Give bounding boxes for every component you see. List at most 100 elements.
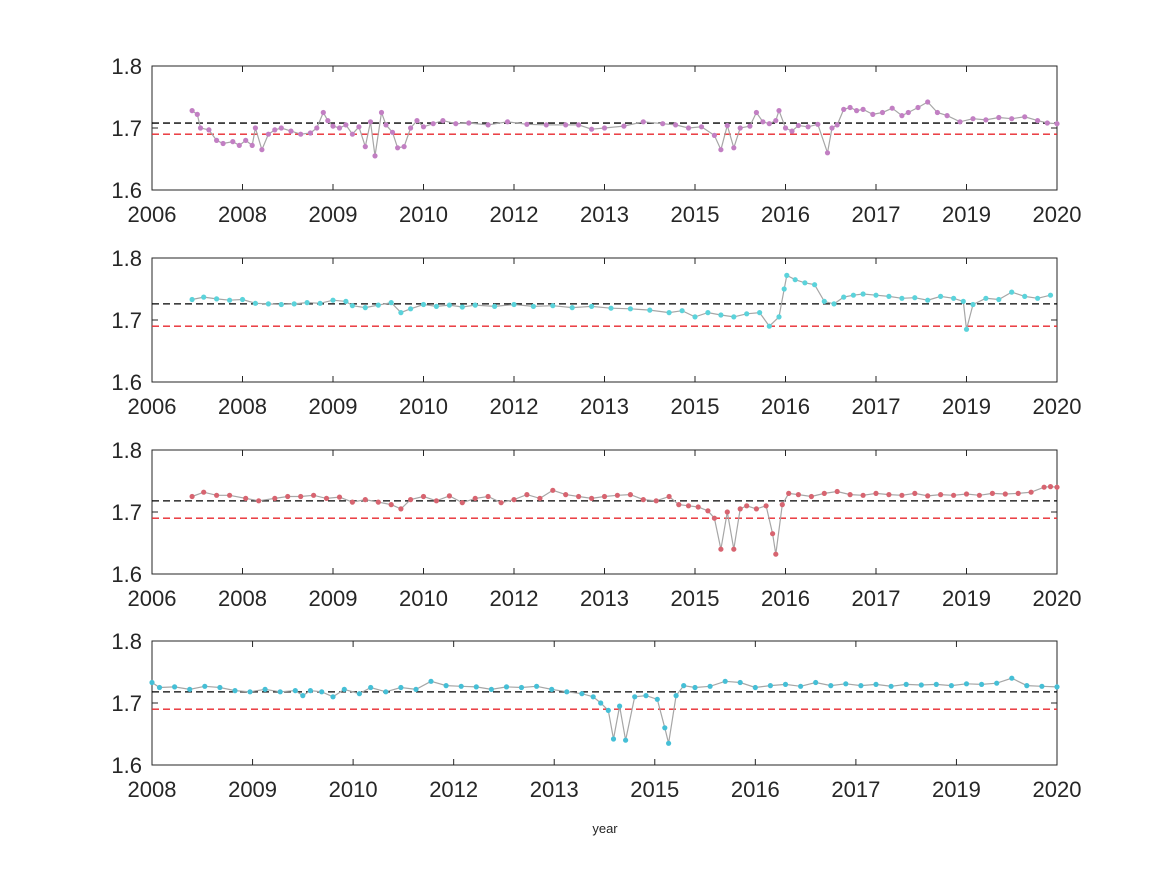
data-point xyxy=(569,305,575,311)
data-point xyxy=(511,497,517,503)
x-tick-label: 2006 xyxy=(128,202,177,227)
data-point xyxy=(829,125,835,131)
data-point xyxy=(1035,118,1041,124)
data-point xyxy=(320,109,326,116)
series-connector-line xyxy=(191,485,1058,555)
data-point xyxy=(640,497,646,503)
data-point xyxy=(579,691,585,697)
data-point xyxy=(834,122,840,128)
data-point xyxy=(731,145,737,151)
x-tick-label: 2016 xyxy=(761,394,810,419)
data-point xyxy=(860,492,866,498)
x-tick-label: 2006 xyxy=(128,394,177,419)
data-point xyxy=(841,106,847,112)
data-point xyxy=(673,693,679,699)
data-point xyxy=(996,296,1002,303)
x-tick-label: 2016 xyxy=(761,202,810,227)
data-point xyxy=(576,493,582,500)
data-point xyxy=(1047,292,1054,298)
data-point xyxy=(934,109,941,116)
data-point xyxy=(549,686,555,693)
data-point xyxy=(705,508,711,514)
data-point xyxy=(692,314,698,320)
x-tick-label: 2006 xyxy=(128,586,177,611)
data-point xyxy=(466,120,472,126)
data-point xyxy=(172,684,178,690)
data-point xyxy=(660,121,666,127)
data-point xyxy=(1044,120,1050,126)
data-point xyxy=(398,684,404,691)
data-point xyxy=(230,139,236,145)
data-point xyxy=(994,680,1000,686)
x-tick-label: 2013 xyxy=(580,202,629,227)
data-point xyxy=(918,682,924,688)
data-point xyxy=(737,125,743,131)
data-point xyxy=(413,686,419,693)
axes-box xyxy=(151,257,1058,383)
data-point xyxy=(963,681,970,687)
x-tick-label: 2012 xyxy=(429,777,478,802)
data-point xyxy=(149,679,155,686)
data-point xyxy=(243,137,249,143)
data-point xyxy=(300,693,306,699)
data-point xyxy=(776,108,782,114)
data-point xyxy=(744,503,750,509)
data-point xyxy=(232,688,238,694)
data-point xyxy=(388,502,394,508)
data-point xyxy=(187,686,193,693)
data-point xyxy=(498,500,504,506)
data-point xyxy=(798,683,804,689)
data-point xyxy=(563,492,569,498)
axes-box xyxy=(151,449,1058,575)
data-point xyxy=(711,132,718,138)
data-point xyxy=(676,502,682,508)
x-tick-label: 2019 xyxy=(942,202,991,227)
y-tick-label: 1.7 xyxy=(111,308,142,333)
data-point xyxy=(766,323,772,329)
data-point xyxy=(912,490,918,496)
data-point xyxy=(731,314,737,320)
data-point xyxy=(534,683,540,689)
data-point xyxy=(550,303,556,309)
subplots: 2006 2008 2009 2010 2012 2013 2015 2016 2017 2019… xyxy=(111,54,1081,802)
data-point xyxy=(1002,491,1008,497)
data-point xyxy=(627,306,634,312)
data-point xyxy=(623,737,629,743)
data-point xyxy=(325,118,331,124)
x-tick-label: 2017 xyxy=(852,202,901,227)
data-point xyxy=(925,297,931,303)
data-point xyxy=(311,492,317,498)
data-point xyxy=(343,122,349,128)
data-point xyxy=(886,492,892,498)
data-point xyxy=(408,125,414,131)
data-point xyxy=(662,725,668,731)
y-tick-label: 1.7 xyxy=(111,116,142,141)
data-point xyxy=(598,700,604,706)
x-tick-label: 2019 xyxy=(932,777,981,802)
data-point xyxy=(718,546,724,552)
series-connector-line xyxy=(151,677,1058,744)
data-point xyxy=(847,104,853,111)
data-point xyxy=(194,111,200,117)
data-point xyxy=(323,495,330,501)
data-point xyxy=(957,119,963,125)
data-point xyxy=(307,688,313,694)
data-point xyxy=(414,118,420,124)
data-point xyxy=(601,125,608,131)
data-point xyxy=(707,683,713,689)
x-tick-label: 2015 xyxy=(630,777,679,802)
data-point xyxy=(472,495,478,501)
subplot-4: 2008 2009 2010 2012 2013 2015 2016 2017 2019 2020… xyxy=(111,629,1081,802)
data-point xyxy=(319,689,325,695)
data-point xyxy=(398,310,404,316)
data-point xyxy=(530,303,537,309)
data-point xyxy=(1039,683,1045,689)
data-point xyxy=(912,295,918,301)
data-point xyxy=(724,122,730,129)
data-point xyxy=(504,119,511,125)
x-tick-label: 2020 xyxy=(1033,202,1082,227)
data-point xyxy=(252,125,258,131)
data-point xyxy=(773,118,779,124)
data-point xyxy=(834,488,840,495)
